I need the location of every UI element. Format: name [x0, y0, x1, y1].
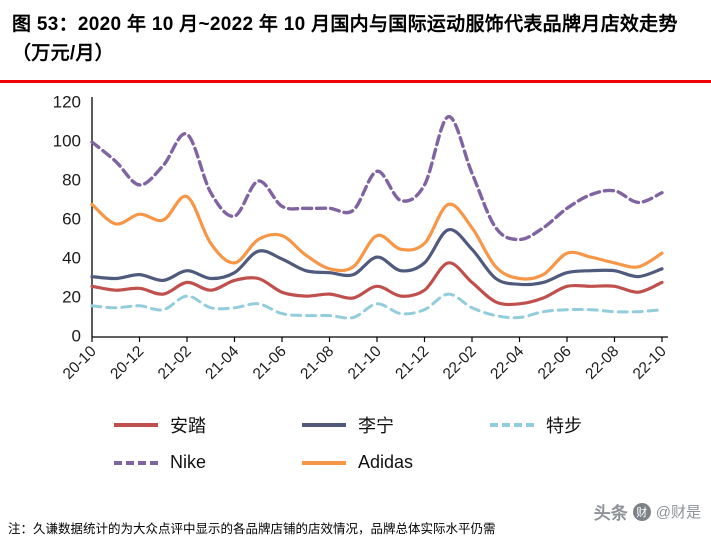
- series-line-xtep: [90, 292, 664, 320]
- figure-header: 图 53：2020 年 10 月~2022 年 10 月国内与国际运动服饰代表品…: [0, 0, 711, 83]
- source-note: 注：久谦数据统计的为大众点评中显示的各品牌店铺的店效情况，品牌总体实际水平仍需: [8, 522, 496, 536]
- chart-area: 0 20 40 60 80 100 120 20-10 20-12 21-02 21-04 21-06…: [14, 87, 711, 402]
- legend-line-sample-anta: [114, 422, 158, 427]
- legend-item-lining: 李宁: [300, 412, 488, 438]
- watermark: 头条 财 @财是: [594, 499, 701, 524]
- y-axis-tick-label: 120: [53, 92, 81, 111]
- watermark-logo-icon: 财: [632, 502, 651, 521]
- x-axis-tick-label: 21-12: [392, 343, 432, 383]
- x-axis-tick-label: 21-02: [155, 343, 195, 383]
- legend-label-nike: Nike: [170, 452, 207, 473]
- x-axis-tick-label: 21-10: [345, 342, 385, 382]
- legend-item-nike: Nike: [112, 450, 300, 476]
- series-line-nike: [90, 114, 664, 242]
- chart-legend: 安踏 李宁 特步 Nike Adidas: [112, 412, 711, 476]
- legend-label-anta: 安踏: [170, 415, 206, 436]
- legend-item-xtep: 特步: [488, 412, 668, 438]
- legend-line-sample-lining: [302, 422, 346, 427]
- x-axis-tick-label: 21-08: [297, 343, 337, 383]
- watermark-source-label: 头条: [593, 504, 628, 523]
- x-axis-tick-label: 21-04: [202, 342, 242, 382]
- x-axis-tick-label: 22-02: [440, 343, 480, 383]
- y-axis-tick-label: 80: [62, 170, 81, 189]
- legend-label-lining: 李宁: [358, 415, 394, 436]
- legend-line-sample-adidas: [302, 460, 346, 465]
- y-axis-tick-label: 0: [72, 326, 81, 345]
- y-axis-tick-label: 40: [62, 248, 81, 267]
- legend-line-sample-nike: [114, 460, 158, 465]
- y-axis-tick-label: 20: [62, 287, 81, 306]
- watermark-handle: @财是: [655, 504, 701, 521]
- x-axis-tick-label: 22-08: [582, 343, 622, 383]
- x-axis-tick-label: 20-10: [60, 342, 100, 382]
- series-line-lining: [90, 227, 664, 287]
- series-line-adidas: [90, 194, 664, 281]
- x-axis-tick-label: 21-06: [250, 343, 290, 383]
- legend-label-xtep: 特步: [546, 415, 582, 436]
- y-axis-tick-label: 100: [53, 131, 81, 150]
- x-axis-tick-label: 22-06: [535, 343, 575, 383]
- figure-title: 图 53：2020 年 10 月~2022 年 10 月国内与国际运动服饰代表品…: [12, 14, 678, 65]
- x-axis-tick-label: 20-12: [107, 343, 147, 383]
- legend-line-sample-xtep: [490, 422, 534, 427]
- legend-item-adidas: Adidas: [300, 450, 488, 476]
- line-chart: 0 20 40 60 80 100 120 20-10 20-12 21-02 21-04 21-06…: [53, 92, 670, 383]
- legend-item-anta: 安踏: [112, 412, 300, 438]
- x-axis-tick-label: 22-04: [487, 342, 527, 382]
- y-axis-tick-label: 60: [62, 209, 81, 228]
- series-line-anta: [90, 261, 664, 306]
- legend-label-adidas: Adidas: [358, 452, 414, 473]
- x-axis-tick-label: 22-10: [630, 342, 670, 382]
